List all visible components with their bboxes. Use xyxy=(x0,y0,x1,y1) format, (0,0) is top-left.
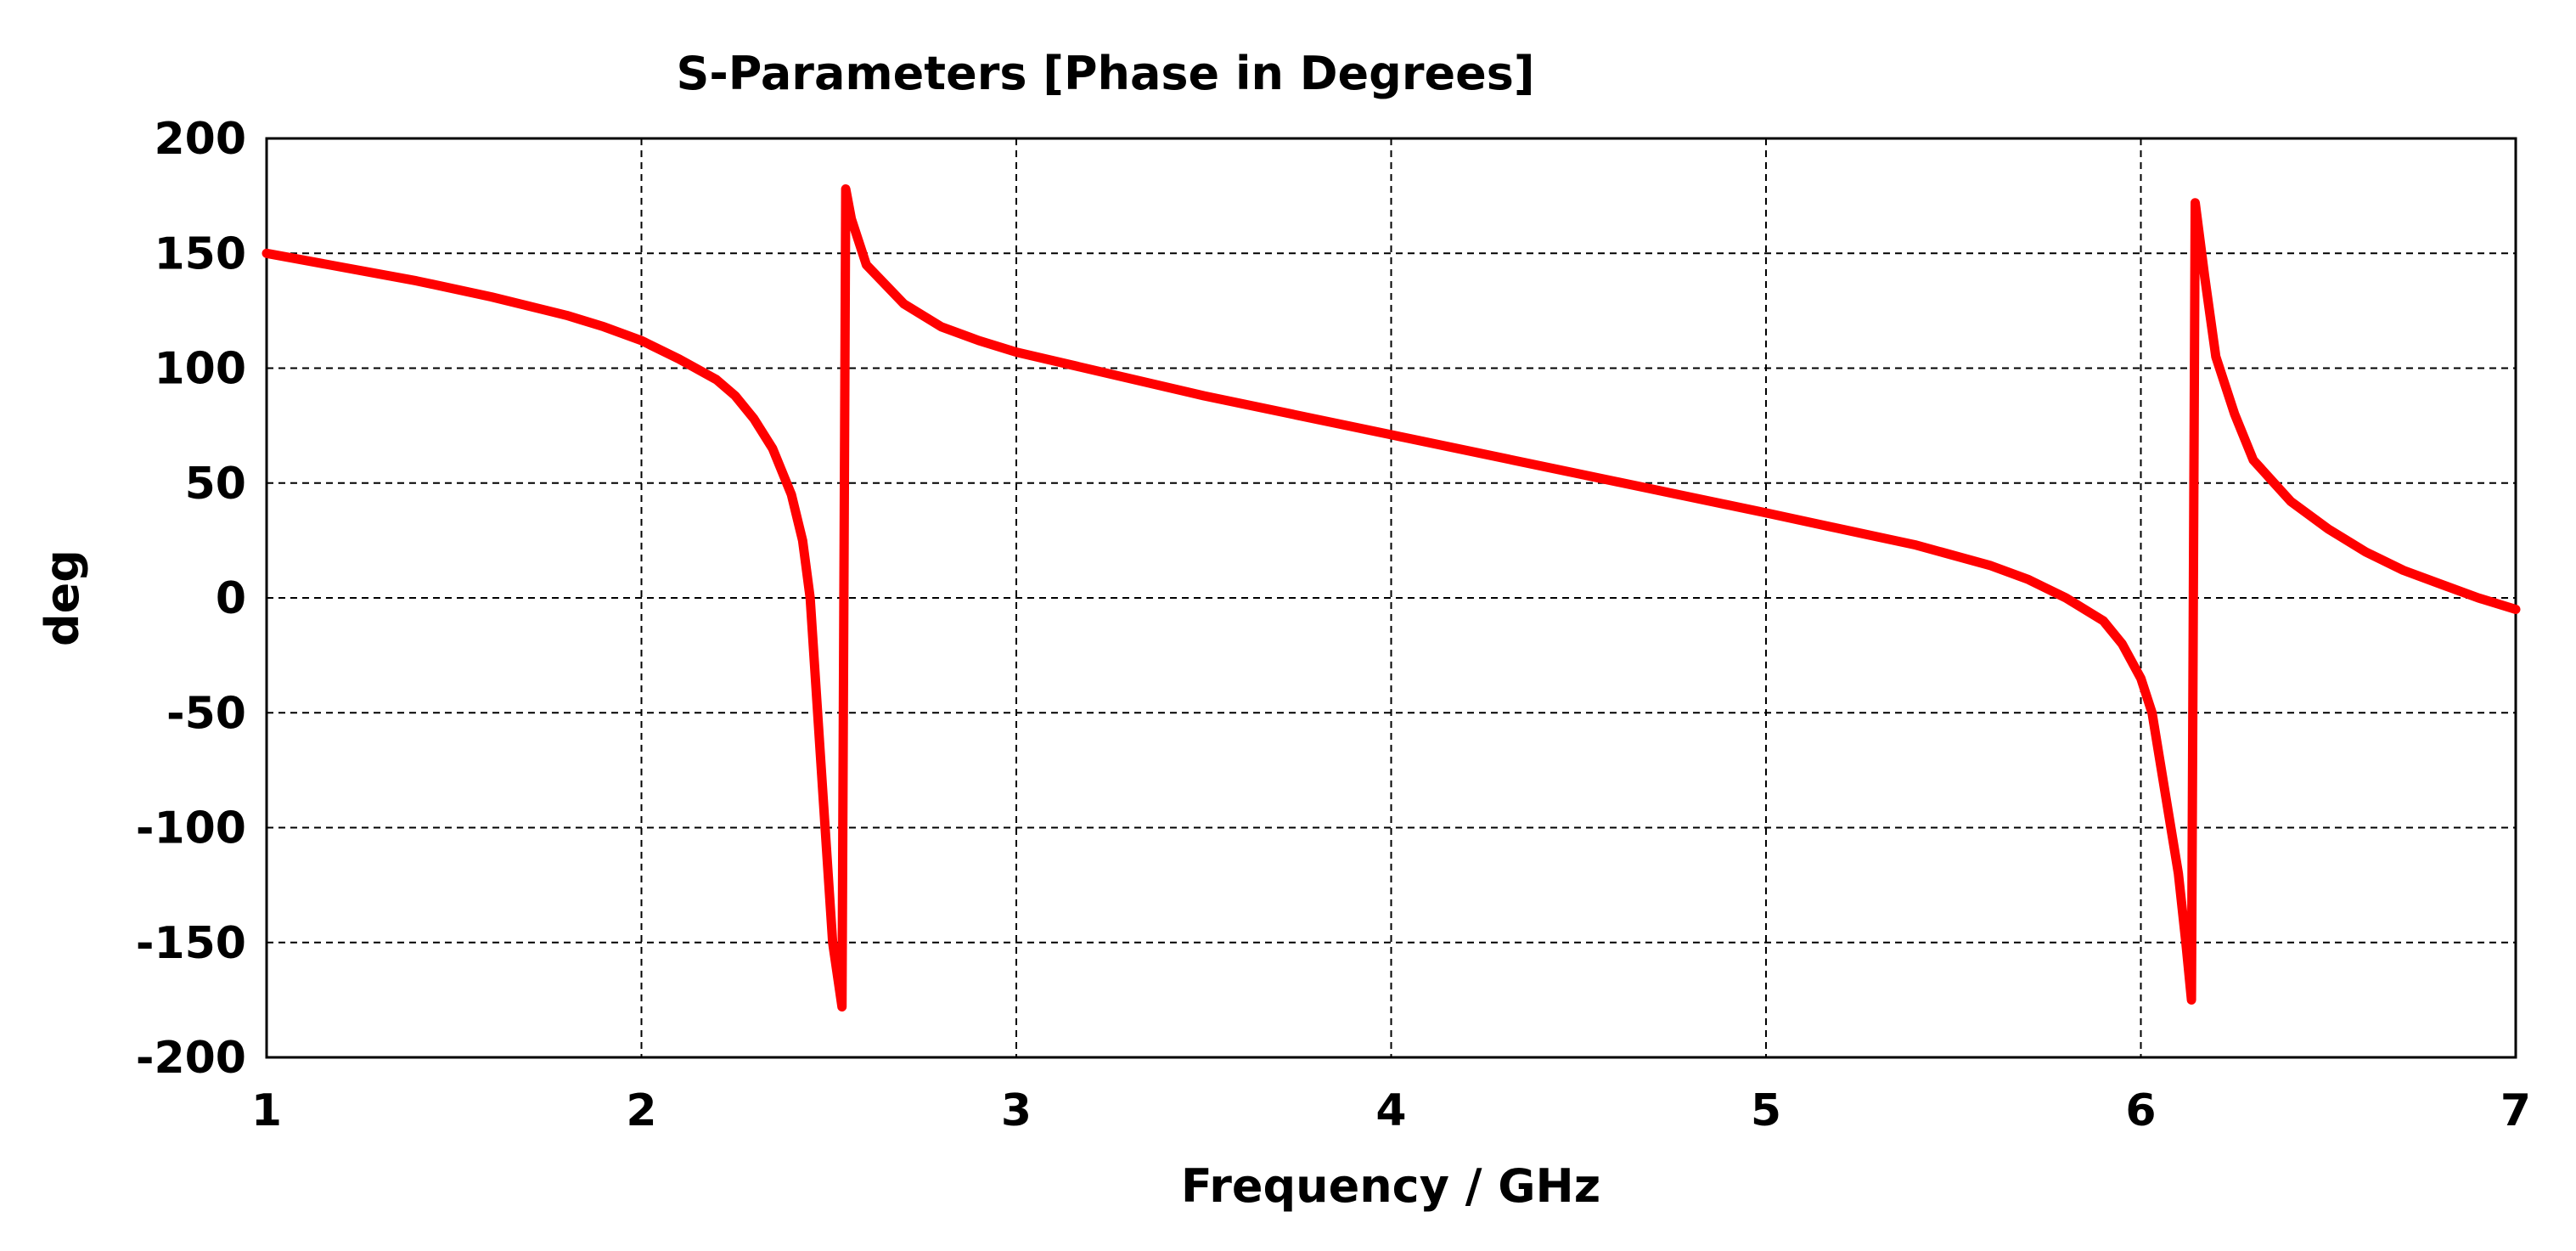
x-tick-label: 2 xyxy=(626,1085,656,1136)
y-axis-ticks: 200 150 100 50 0 -50 -100 -150 -200 xyxy=(136,114,246,1084)
x-tick-label: 1 xyxy=(251,1085,282,1136)
x-tick-label: 5 xyxy=(1751,1085,1781,1136)
series-layer xyxy=(262,184,2521,1012)
x-tick-label: 7 xyxy=(2500,1085,2531,1136)
y-tick-label: 200 xyxy=(154,114,246,165)
x-tick-label: 4 xyxy=(1375,1085,1406,1136)
series-line-phase xyxy=(262,184,2521,1012)
chart-title: S-Parameters [Phase in Degrees] xyxy=(676,47,1534,100)
y-tick-label: -150 xyxy=(136,918,246,969)
y-tick-label: -50 xyxy=(166,688,246,739)
y-tick-label: 50 xyxy=(185,459,246,510)
x-axis-label: Frequency / GHz xyxy=(1181,1159,1600,1213)
plot-frame xyxy=(265,137,2517,1059)
x-tick-label: 6 xyxy=(2125,1085,2156,1136)
x-axis-ticks: 1 2 3 4 5 6 7 xyxy=(251,1085,2531,1136)
y-tick-label: 100 xyxy=(154,344,246,395)
y-tick-label: 150 xyxy=(154,228,246,279)
y-axis-label: deg xyxy=(36,549,89,646)
y-tick-label: 0 xyxy=(216,573,246,624)
x-tick-label: 3 xyxy=(1001,1085,1032,1136)
y-tick-label: -200 xyxy=(136,1033,246,1084)
y-tick-label: -100 xyxy=(136,803,246,854)
grid-lines xyxy=(267,138,2516,1057)
